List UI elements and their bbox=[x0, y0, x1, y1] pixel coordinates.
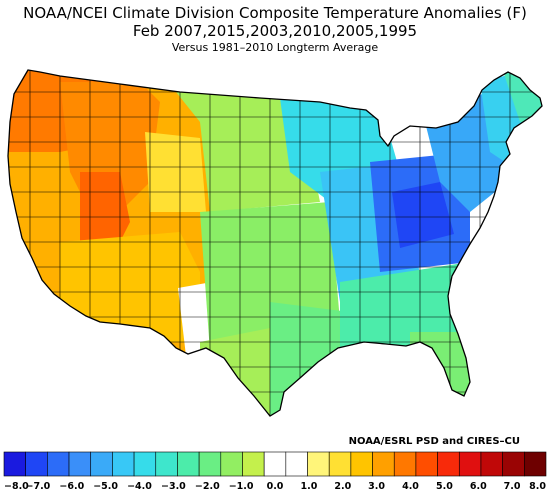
us-anomaly-map bbox=[7, 69, 543, 417]
region-montana-wyoming-east bbox=[145, 132, 206, 212]
legend-tick-label: 4.0 bbox=[402, 481, 419, 492]
credit-label: NOAA/ESRL PSD and CIRES–CU bbox=[348, 436, 520, 447]
legend-swatch bbox=[372, 451, 395, 477]
legend-tick-label: 6.0 bbox=[470, 481, 487, 492]
legend-swatch bbox=[393, 451, 417, 477]
legend-tick-label: 2.0 bbox=[334, 481, 351, 492]
legend-swatch bbox=[458, 451, 482, 477]
map-subtitle-baseline: Versus 1981–2010 Longterm Average bbox=[171, 41, 379, 54]
legend-swatch bbox=[3, 451, 26, 477]
legend-swatch bbox=[415, 451, 438, 477]
legend-tick-label: −3.0 bbox=[161, 481, 186, 492]
legend-swatch bbox=[155, 451, 178, 477]
region-appalachia-core bbox=[392, 182, 454, 248]
legend-swatch bbox=[242, 451, 265, 477]
legend-tick-label: 5.0 bbox=[436, 481, 453, 492]
legend-tick-label: −6.0 bbox=[59, 481, 84, 492]
legend-swatch bbox=[480, 451, 503, 477]
legend-swatch bbox=[307, 451, 330, 477]
legend-tick-label: −5.0 bbox=[93, 481, 118, 492]
legend-tick-label: −7.0 bbox=[26, 481, 51, 492]
legend-swatch bbox=[220, 451, 243, 477]
map-title: NOAA/NCEI Climate Division Composite Tem… bbox=[23, 4, 527, 22]
legend-tick-label: −1.0 bbox=[229, 481, 254, 492]
legend-tick-label: −2.0 bbox=[195, 481, 220, 492]
region-southwest bbox=[60, 232, 200, 342]
legend-swatch bbox=[68, 451, 92, 477]
legend-swatch bbox=[263, 451, 287, 477]
legend-tick-label: 3.0 bbox=[368, 481, 385, 492]
legend-swatch bbox=[437, 451, 460, 477]
legend-swatch bbox=[47, 451, 70, 477]
legend-tick-label: 8.0 bbox=[529, 481, 546, 492]
region-colorado-new-mexico-border bbox=[178, 282, 214, 356]
legend-swatch bbox=[502, 451, 525, 477]
legend-swatch bbox=[90, 451, 113, 477]
legend-tick-label: 1.0 bbox=[300, 481, 317, 492]
legend-swatch bbox=[112, 451, 135, 477]
legend-swatch bbox=[524, 451, 547, 477]
legend-tick-label: 0.0 bbox=[267, 481, 284, 492]
legend-swatch bbox=[350, 451, 373, 477]
legend-swatch bbox=[198, 451, 222, 477]
legend-tick-label: 7.0 bbox=[504, 481, 521, 492]
map-subtitle-years: Feb 2007,2015,2003,2010,2005,1995 bbox=[132, 22, 418, 40]
legend-tick-label: −8.0 bbox=[4, 481, 29, 492]
color-legend: −8.0−7.0 −6.0 −5.0 −4.0 −3.0 −2.0 −1.0 0.0 1.0 2.… bbox=[3, 451, 547, 492]
legend-swatch bbox=[285, 451, 308, 477]
legend-tick-label: −4.0 bbox=[127, 481, 152, 492]
legend-swatch bbox=[177, 451, 200, 477]
legend-swatch bbox=[25, 451, 48, 477]
legend-swatch bbox=[328, 451, 352, 477]
legend-swatch bbox=[133, 451, 157, 477]
